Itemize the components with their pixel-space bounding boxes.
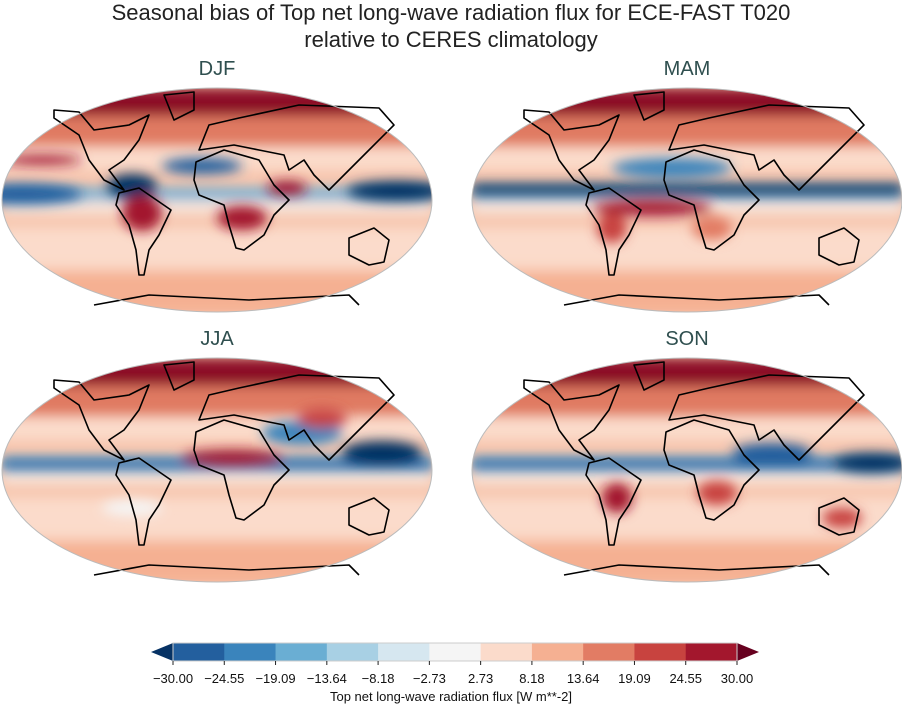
colorbar-tick-label: 8.18 <box>519 671 545 686</box>
colorbar-extend-over <box>737 643 759 661</box>
panel-title-mam: MAM <box>663 58 711 80</box>
colorbar-tick-label: −8.18 <box>361 671 395 686</box>
colorbar-tick-label: −19.09 <box>255 671 296 686</box>
colorbar-bin <box>583 643 635 661</box>
colorbar-bin <box>531 643 584 661</box>
colorbar-bin <box>173 643 225 661</box>
colorbar-bin <box>429 643 482 661</box>
colorbar-tick-label: 24.55 <box>669 671 702 686</box>
colorbar-tick-label: −2.73 <box>412 671 446 686</box>
colorbar-tick-label: −30.00 <box>152 671 194 686</box>
colorbar-outline <box>172 642 738 662</box>
colorbar-bin <box>378 643 430 661</box>
panel-title-son: SON <box>665 328 709 350</box>
colorbar-bin <box>685 643 738 661</box>
map-panel-djf <box>1 87 433 313</box>
colorbar-tick-label: −24.55 <box>204 671 245 686</box>
colorbar-bin <box>634 643 687 661</box>
colorbar-bin <box>275 643 328 661</box>
colorbar <box>151 642 759 665</box>
colorbar-tick-label: 13.64 <box>566 671 600 686</box>
figure-title-line1: Seasonal bias of Top net long-wave radia… <box>111 0 791 25</box>
colorbar-tick-label: −13.64 <box>306 671 347 686</box>
colorbar-bin <box>326 643 379 661</box>
map-panel-mam <box>471 87 902 313</box>
colorbar-tick-label: 30.00 <box>720 671 754 686</box>
colorbar-label: Top net long-wave radiation flux [W m**-… <box>329 689 573 704</box>
panel-title-jja: JJA <box>200 328 234 350</box>
colorbar-bin <box>480 643 533 661</box>
colorbar-extend-under <box>151 643 173 661</box>
colorbar-tick-label: 2.73 <box>467 671 494 686</box>
figure-title-line2: relative to CERES climatology <box>304 27 598 52</box>
panel-title-djf: DJF <box>198 58 236 80</box>
colorbar-bin <box>224 643 277 661</box>
colorbar-tick-label: 19.09 <box>618 671 651 686</box>
map-panel-jja <box>1 357 433 583</box>
map-panel-son <box>471 357 902 583</box>
